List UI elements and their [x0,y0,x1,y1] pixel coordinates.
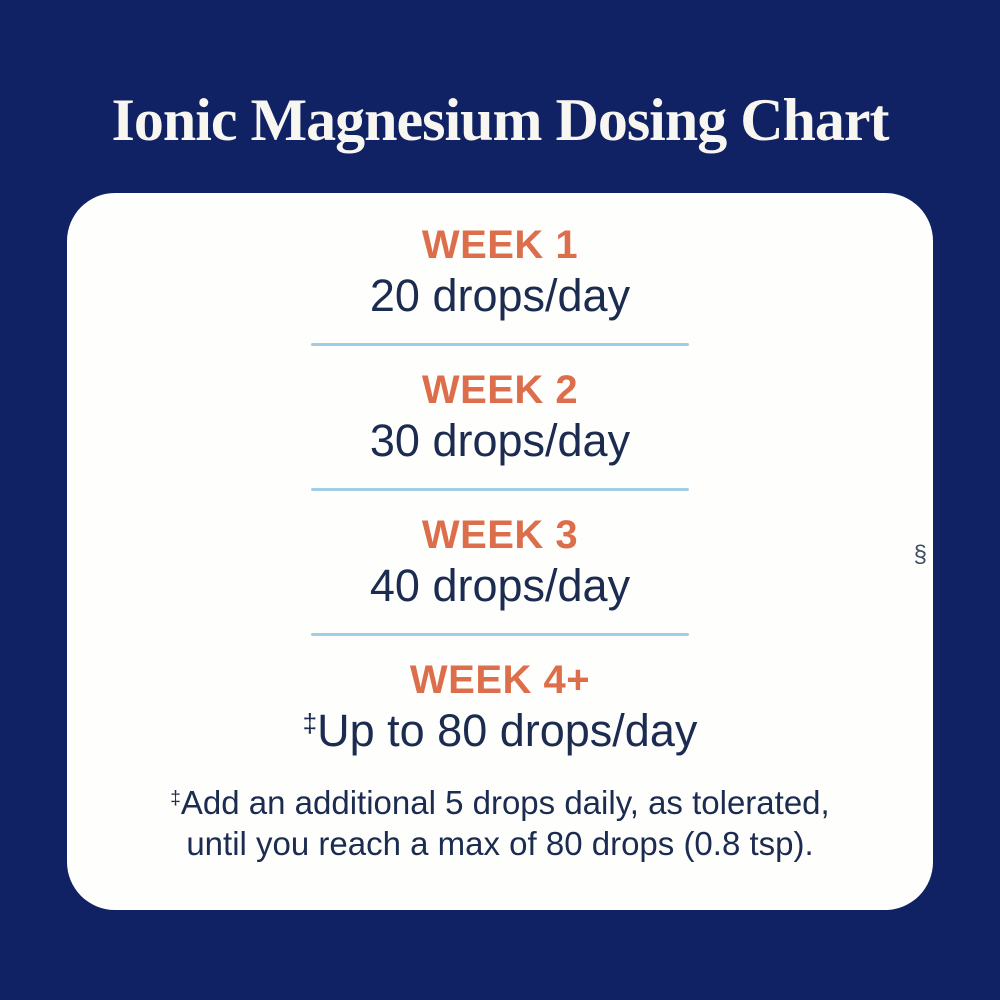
footnote-line1: ‡Add an additional 5 drops daily, as tol… [170,784,830,821]
week3-dose: 40 drops/day [369,560,631,611]
page-title: Ionic Magnesium Dosing Chart [111,87,889,153]
week1-heading: WEEK 1 [421,223,579,267]
dosing-row-week2: WEEK 2 30 drops/day [67,366,933,468]
divider [311,343,689,346]
dosing-row-week1: WEEK 1 20 drops/day [67,221,933,323]
divider [311,488,689,491]
section-sign-marker: § [913,541,927,568]
dosing-row-week3: WEEK 3 40 drops/day [67,511,933,613]
dosing-row-week4: WEEK 4+ ‡Up to 80 drops/day [67,656,933,758]
divider [311,633,689,636]
week2-dose: 30 drops/day [369,415,631,466]
week2-heading: WEEK 2 [421,368,579,412]
footnote-line2: until you reach a max of 80 drops (0.8 t… [186,825,814,863]
dosing-card: WEEK 1 20 drops/day WEEK 2 30 drops/day … [67,193,933,910]
footnote: ‡Add an additional 5 drops daily, as tol… [67,782,933,865]
dagger-marker: ‡ [302,708,318,738]
week4-heading: WEEK 4+ [409,658,591,702]
dagger-marker: ‡ [170,788,181,809]
week4-dose-text: Up to 80 drops/day [317,705,698,756]
week4-dose: ‡Up to 80 drops/day [67,704,933,758]
week1-dose: 20 drops/day [369,270,631,321]
week3-heading: WEEK 3 [421,513,579,557]
